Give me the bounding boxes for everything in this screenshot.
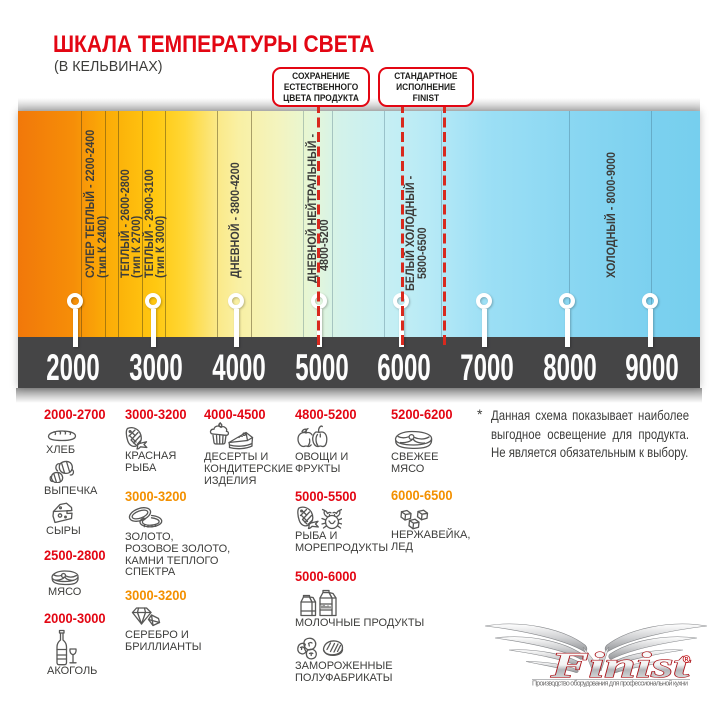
- svg-text:Производство оборудования для: Производство оборудования для профессион…: [532, 680, 688, 688]
- svg-text:Finist: Finist: [549, 645, 690, 685]
- svg-text:R: R: [685, 657, 689, 663]
